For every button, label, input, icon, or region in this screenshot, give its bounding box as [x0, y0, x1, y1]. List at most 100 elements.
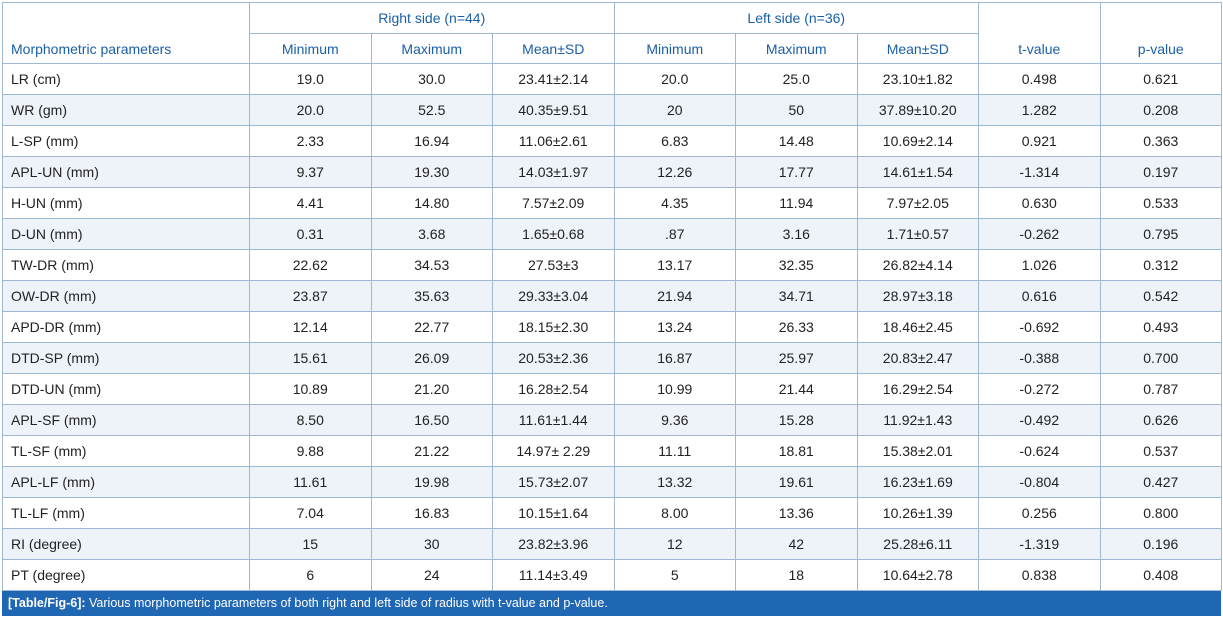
cell-right-minimum: 9.37	[249, 156, 372, 188]
cell-right-mean-sd: 29.33±3.04	[492, 280, 615, 312]
cell-right-mean-sd: 14.03±1.97	[492, 156, 615, 188]
cell-left-minimum: 13.32	[613, 466, 737, 498]
cell-right-maximum: 16.50	[370, 404, 493, 436]
cell-left-minimum: 21.94	[613, 280, 737, 312]
cell-left-mean-sd: 10.64±2.78	[856, 559, 980, 591]
cell-left-mean-sd: 16.23±1.69	[856, 466, 980, 498]
cell-p-value: 0.208	[1099, 94, 1223, 126]
table-row: DTD-SP (mm) 15.61 26.09 20.53±2.36 16.87 25.9…	[2, 342, 1223, 374]
cell-left-mean-sd: 15.38±2.01	[856, 435, 980, 467]
cell-left-minimum: 13.24	[613, 311, 737, 343]
cell-right-maximum: 26.09	[370, 342, 493, 374]
cell-left-minimum: 20	[613, 94, 737, 126]
cell-parameter: APD-DR (mm)	[2, 311, 250, 343]
morphometric-table: Morphometric parameters Right side (n=44…	[2, 2, 1223, 591]
header-left-maximum: Maximum	[735, 33, 858, 64]
cell-right-mean-sd: 15.73±2.07	[492, 466, 615, 498]
cell-left-mean-sd: 10.26±1.39	[856, 497, 980, 529]
cell-right-maximum: 21.20	[370, 373, 493, 405]
cell-left-mean-sd: 16.29±2.54	[856, 373, 980, 405]
header-left-side: Left side (n=36)	[613, 2, 980, 34]
cell-parameter: WR (gm)	[2, 94, 250, 126]
cell-left-maximum: 17.77	[735, 156, 858, 188]
header-left-mean-sd: Mean±SD	[856, 33, 980, 64]
cell-right-maximum: 30.0	[370, 63, 493, 95]
cell-left-maximum: 19.61	[735, 466, 858, 498]
cell-t-value: -1.314	[978, 156, 1101, 188]
cell-parameter: DTD-SP (mm)	[2, 342, 250, 374]
table-row: APL-SF (mm) 8.50 16.50 11.61±1.44 9.36 15.28 1…	[2, 404, 1223, 436]
header-p-value: p-value	[1099, 2, 1223, 64]
cell-parameter: D-UN (mm)	[2, 218, 250, 250]
header-left-minimum: Minimum	[613, 33, 737, 64]
cell-parameter: TW-DR (mm)	[2, 249, 250, 281]
cell-parameter: PT (degree)	[2, 559, 250, 591]
cell-right-mean-sd: 7.57±2.09	[492, 187, 615, 219]
cell-left-minimum: 5	[613, 559, 737, 591]
table-caption: [Table/Fig-6]: Various morphometric para…	[2, 591, 1221, 616]
cell-right-mean-sd: 11.61±1.44	[492, 404, 615, 436]
cell-left-maximum: 26.33	[735, 311, 858, 343]
cell-right-maximum: 16.83	[370, 497, 493, 529]
cell-p-value: 0.542	[1099, 280, 1223, 312]
cell-left-minimum: 8.00	[613, 497, 737, 529]
cell-right-maximum: 16.94	[370, 125, 493, 157]
cell-p-value: 0.626	[1099, 404, 1223, 436]
cell-left-mean-sd: 11.92±1.43	[856, 404, 980, 436]
cell-right-mean-sd: 11.14±3.49	[492, 559, 615, 591]
header-t-value: t-value	[978, 2, 1101, 64]
cell-right-maximum: 30	[370, 528, 493, 560]
cell-p-value: 0.700	[1099, 342, 1223, 374]
cell-left-maximum: 25.0	[735, 63, 858, 95]
caption-text: Various morphometric parameters of both …	[85, 596, 608, 610]
table-row: TL-LF (mm) 7.04 16.83 10.15±1.64 8.00 13.36 10…	[2, 497, 1223, 529]
cell-right-minimum: 0.31	[249, 218, 372, 250]
cell-right-minimum: 8.50	[249, 404, 372, 436]
cell-right-mean-sd: 11.06±2.61	[492, 125, 615, 157]
cell-right-mean-sd: 20.53±2.36	[492, 342, 615, 374]
cell-right-minimum: 20.0	[249, 94, 372, 126]
cell-right-mean-sd: 1.65±0.68	[492, 218, 615, 250]
table-row: APD-DR (mm) 12.14 22.77 18.15±2.30 13.24 26.3…	[2, 311, 1223, 343]
cell-left-mean-sd: 14.61±1.54	[856, 156, 980, 188]
cell-left-maximum: 50	[735, 94, 858, 126]
cell-t-value: 0.498	[978, 63, 1101, 95]
cell-left-maximum: 3.16	[735, 218, 858, 250]
cell-right-minimum: 9.88	[249, 435, 372, 467]
cell-left-mean-sd: 37.89±10.20	[856, 94, 980, 126]
cell-left-maximum: 14.48	[735, 125, 858, 157]
cell-parameter: DTD-UN (mm)	[2, 373, 250, 405]
cell-left-minimum: 10.99	[613, 373, 737, 405]
table-row: APL-UN (mm) 9.37 19.30 14.03±1.97 12.26 17.77…	[2, 156, 1223, 188]
cell-right-mean-sd: 40.35±9.51	[492, 94, 615, 126]
cell-left-minimum: 16.87	[613, 342, 737, 374]
header-right-maximum: Maximum	[370, 33, 493, 64]
cell-left-maximum: 42	[735, 528, 858, 560]
cell-t-value: 0.256	[978, 497, 1101, 529]
cell-left-mean-sd: 18.46±2.45	[856, 311, 980, 343]
cell-p-value: 0.312	[1099, 249, 1223, 281]
table-row: L-SP (mm) 2.33 16.94 11.06±2.61 6.83 14.48 10.…	[2, 125, 1223, 157]
cell-p-value: 0.197	[1099, 156, 1223, 188]
cell-right-minimum: 7.04	[249, 497, 372, 529]
cell-t-value: -0.388	[978, 342, 1101, 374]
cell-right-maximum: 19.98	[370, 466, 493, 498]
cell-right-mean-sd: 23.41±2.14	[492, 63, 615, 95]
cell-parameter: OW-DR (mm)	[2, 280, 250, 312]
header-right-minimum: Minimum	[249, 33, 372, 64]
table-row: APL-LF (mm) 11.61 19.98 15.73±2.07 13.32 19.6…	[2, 466, 1223, 498]
cell-right-mean-sd: 18.15±2.30	[492, 311, 615, 343]
cell-t-value: 0.921	[978, 125, 1101, 157]
cell-left-minimum: 12.26	[613, 156, 737, 188]
cell-p-value: 0.363	[1099, 125, 1223, 157]
cell-left-maximum: 21.44	[735, 373, 858, 405]
cell-right-maximum: 52.5	[370, 94, 493, 126]
cell-right-maximum: 3.68	[370, 218, 493, 250]
cell-left-maximum: 11.94	[735, 187, 858, 219]
cell-left-minimum: 11.11	[613, 435, 737, 467]
table-row: LR (cm) 19.0 30.0 23.41±2.14 20.0 25.0 23.10±1…	[2, 63, 1223, 95]
cell-left-mean-sd: 26.82±4.14	[856, 249, 980, 281]
cell-right-mean-sd: 23.82±3.96	[492, 528, 615, 560]
cell-p-value: 0.537	[1099, 435, 1223, 467]
